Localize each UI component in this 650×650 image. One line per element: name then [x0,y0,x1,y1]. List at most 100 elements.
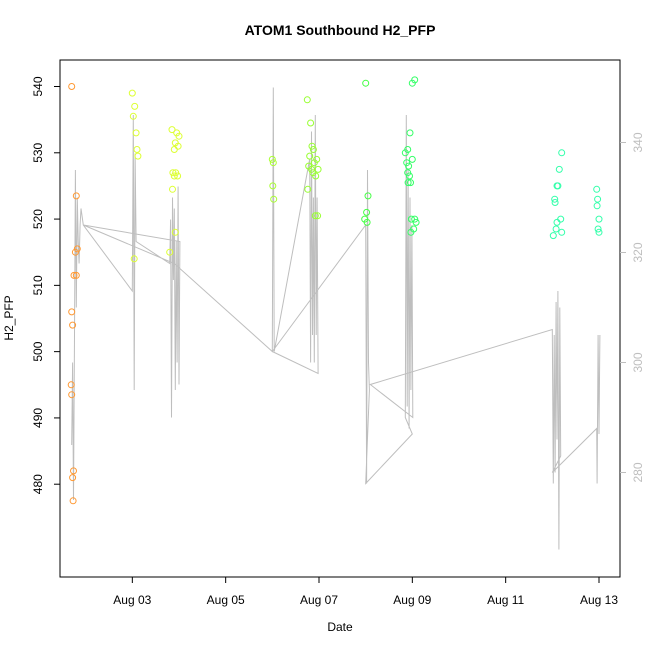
data-point [555,165,563,173]
y-tick-label: 540 [31,76,45,96]
data-point [269,159,277,167]
data-point [268,155,276,163]
data-point [69,321,77,329]
data-point [407,179,414,187]
data-point [128,89,136,97]
data-point [404,169,412,177]
y-tick-label: 510 [31,275,45,295]
data-point [593,185,601,193]
points-layer [67,76,603,505]
data-point [406,172,413,180]
secondary-series-line [71,87,601,550]
data-point [558,228,566,236]
y2-tick-label: 320 [631,242,645,262]
x-tick-label: Aug 11 [487,593,524,607]
data-point [553,218,561,226]
data-point [595,228,603,236]
data-point [169,185,176,193]
data-point [270,195,278,203]
data-point [132,129,140,137]
data-point [129,112,137,120]
x-tick-label: Aug 13 [580,593,618,607]
data-point [408,79,416,87]
data-point [306,152,314,160]
data-point [308,142,316,150]
data-point [309,146,317,153]
data-point [551,199,559,206]
data-point [130,255,138,263]
data-point [170,172,178,180]
data-point [594,195,602,203]
data-point [166,248,174,256]
data-point [312,172,320,180]
data-point [71,248,79,256]
data-point [133,146,141,153]
y2-tick-label: 280 [631,462,645,482]
y-axis: 480 490 500 510 520 530 540 [31,76,60,494]
data-point [68,308,76,316]
x-tick-label: Aug 09 [393,593,431,607]
data-point [363,208,371,216]
x-tick-label: Aug 05 [207,593,245,607]
data-point [67,381,75,389]
y2-tick-label: 300 [631,352,645,372]
data-point [168,126,176,134]
data-point [174,172,182,180]
data-point [310,159,318,167]
data-point [364,192,372,200]
data-point [408,155,416,163]
data-point [593,202,601,210]
data-point [401,149,409,157]
data-point [595,215,603,223]
x-tick-label: Aug 07 [300,593,338,607]
data-point [314,165,322,173]
data-point [169,169,177,177]
data-point [171,228,179,236]
data-point [407,215,415,223]
data-point [362,79,370,87]
data-point [269,182,277,190]
y-tick-label: 520 [31,209,45,229]
data-point [69,474,77,482]
x-axis-label: Date [327,620,353,634]
data-point [549,232,557,240]
data-point [407,228,415,236]
x-tick-label: Aug 03 [113,593,151,607]
data-point [554,182,562,190]
data-point [557,215,565,223]
data-point [68,391,76,399]
data-point [311,212,319,220]
data-point [68,83,76,90]
data-point [558,149,566,157]
plot-frame [59,59,621,578]
data-point [70,271,78,279]
y2-axis: 280 300 320 340 [620,132,645,483]
data-point [594,225,602,233]
data-point [404,179,412,187]
data-point [72,271,80,279]
data-point [69,497,77,505]
data-point [170,146,178,153]
data-point [308,165,315,173]
x-axis: Aug 03 Aug 05 Aug 07 Aug 09 Aug 11 Aug 13 [113,577,618,607]
data-point [134,152,142,160]
data-point [412,218,420,226]
data-point [405,162,413,170]
y-tick-label: 530 [31,142,45,162]
data-point [363,218,371,226]
data-point [307,119,315,127]
data-point [411,215,419,223]
data-point [406,129,414,137]
y-tick-label: 480 [31,474,45,494]
data-point [131,102,139,110]
data-point [175,132,183,140]
data-point [551,195,559,203]
chart-title: ATOM1 Southbound H2_PFP [245,22,436,38]
data-point [304,185,312,193]
y-tick-label: 490 [31,408,45,428]
y2-tick-label: 340 [631,132,645,152]
data-point [303,96,311,104]
data-point [552,225,560,233]
data-point [72,192,80,200]
